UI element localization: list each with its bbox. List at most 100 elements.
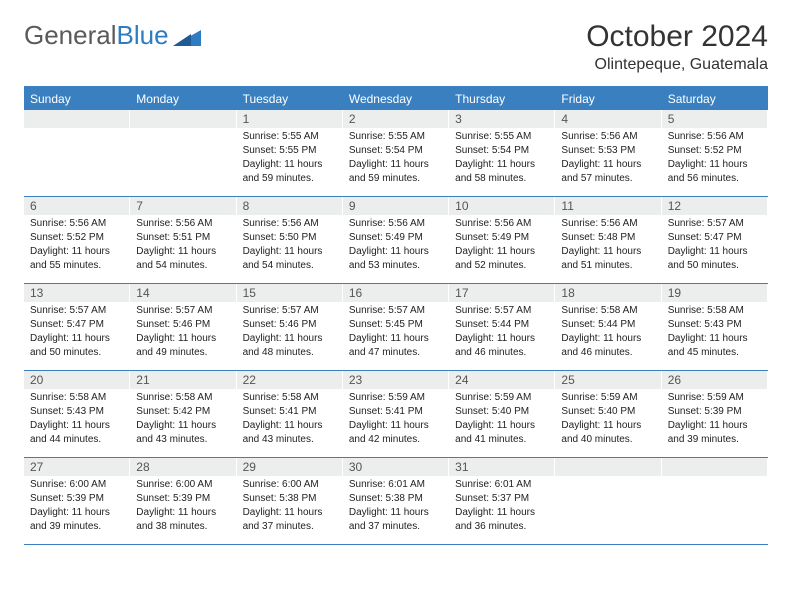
day-details: Sunrise: 5:56 AMSunset: 5:49 PMDaylight:…: [343, 215, 448, 277]
day-line-sunrise: Sunrise: 5:56 AM: [243, 217, 336, 230]
day-line-day1: Daylight: 11 hours: [30, 506, 123, 519]
day-details: Sunrise: 5:57 AMSunset: 5:45 PMDaylight:…: [343, 302, 448, 364]
day-details: Sunrise: 5:55 AMSunset: 5:54 PMDaylight:…: [449, 128, 554, 190]
location: Olintepeque, Guatemala: [586, 56, 768, 74]
day-details: Sunrise: 5:56 AMSunset: 5:52 PMDaylight:…: [662, 128, 767, 190]
day-line-sunset: Sunset: 5:44 PM: [561, 318, 654, 331]
day-details: Sunrise: 5:58 AMSunset: 5:41 PMDaylight:…: [237, 389, 342, 451]
day-line-day1: Daylight: 11 hours: [668, 158, 761, 171]
day-number: 16: [343, 284, 448, 302]
day-details: Sunrise: 6:01 AMSunset: 5:38 PMDaylight:…: [343, 476, 448, 538]
day-number: 23: [343, 371, 448, 389]
day-line-day1: Daylight: 11 hours: [30, 245, 123, 258]
day-details: Sunrise: 5:56 AMSunset: 5:52 PMDaylight:…: [24, 215, 129, 277]
day-line-sunrise: Sunrise: 6:00 AM: [243, 478, 336, 491]
day-number: [130, 110, 235, 128]
day-line-day1: Daylight: 11 hours: [136, 332, 229, 345]
weekday-header: Tuesday: [237, 88, 343, 110]
day-line-day2: and 46 minutes.: [561, 346, 654, 359]
calendar-day: 30Sunrise: 6:01 AMSunset: 5:38 PMDayligh…: [343, 458, 449, 544]
day-line-day1: Daylight: 11 hours: [668, 245, 761, 258]
day-line-sunrise: Sunrise: 5:57 AM: [30, 304, 123, 317]
calendar-week: 6Sunrise: 5:56 AMSunset: 5:52 PMDaylight…: [24, 197, 768, 284]
day-line-day2: and 52 minutes.: [455, 259, 548, 272]
day-details: Sunrise: 5:57 AMSunset: 5:46 PMDaylight:…: [130, 302, 235, 364]
day-line-sunrise: Sunrise: 5:57 AM: [668, 217, 761, 230]
day-line-sunset: Sunset: 5:38 PM: [243, 492, 336, 505]
day-number: [555, 458, 660, 476]
day-number: 3: [449, 110, 554, 128]
day-details: Sunrise: 5:57 AMSunset: 5:47 PMDaylight:…: [662, 215, 767, 277]
day-number: 31: [449, 458, 554, 476]
calendar-day: 4Sunrise: 5:56 AMSunset: 5:53 PMDaylight…: [555, 110, 661, 196]
day-line-sunrise: Sunrise: 6:01 AM: [349, 478, 442, 491]
day-line-day1: Daylight: 11 hours: [136, 245, 229, 258]
day-line-sunrise: Sunrise: 5:59 AM: [668, 391, 761, 404]
day-details: Sunrise: 5:55 AMSunset: 5:55 PMDaylight:…: [237, 128, 342, 190]
calendar-day: 29Sunrise: 6:00 AMSunset: 5:38 PMDayligh…: [237, 458, 343, 544]
day-line-day2: and 53 minutes.: [349, 259, 442, 272]
day-line-sunset: Sunset: 5:49 PM: [349, 231, 442, 244]
day-details: Sunrise: 5:56 AMSunset: 5:51 PMDaylight:…: [130, 215, 235, 277]
calendar-day: 5Sunrise: 5:56 AMSunset: 5:52 PMDaylight…: [662, 110, 768, 196]
calendar-day: 23Sunrise: 5:59 AMSunset: 5:41 PMDayligh…: [343, 371, 449, 457]
day-line-sunrise: Sunrise: 5:58 AM: [30, 391, 123, 404]
day-line-sunrise: Sunrise: 5:56 AM: [455, 217, 548, 230]
weekday-header: Friday: [555, 88, 661, 110]
day-line-sunrise: Sunrise: 5:56 AM: [561, 130, 654, 143]
day-line-day1: Daylight: 11 hours: [243, 506, 336, 519]
calendar-week: 20Sunrise: 5:58 AMSunset: 5:43 PMDayligh…: [24, 371, 768, 458]
calendar-day: 8Sunrise: 5:56 AMSunset: 5:50 PMDaylight…: [237, 197, 343, 283]
day-number: 24: [449, 371, 554, 389]
day-line-day2: and 50 minutes.: [30, 346, 123, 359]
calendar-body: 1Sunrise: 5:55 AMSunset: 5:55 PMDaylight…: [24, 110, 768, 545]
title-block: October 2024 Olintepeque, Guatemala: [586, 20, 768, 74]
day-line-sunset: Sunset: 5:43 PM: [30, 405, 123, 418]
day-number: 30: [343, 458, 448, 476]
day-line-sunset: Sunset: 5:38 PM: [349, 492, 442, 505]
day-line-sunset: Sunset: 5:54 PM: [349, 144, 442, 157]
day-line-day1: Daylight: 11 hours: [243, 419, 336, 432]
day-line-day2: and 39 minutes.: [668, 433, 761, 446]
day-line-sunset: Sunset: 5:49 PM: [455, 231, 548, 244]
day-details: Sunrise: 5:57 AMSunset: 5:44 PMDaylight:…: [449, 302, 554, 364]
day-number: 5: [662, 110, 767, 128]
day-line-sunset: Sunset: 5:47 PM: [30, 318, 123, 331]
day-line-sunset: Sunset: 5:44 PM: [455, 318, 548, 331]
day-details: Sunrise: 5:56 AMSunset: 5:49 PMDaylight:…: [449, 215, 554, 277]
calendar-day: 28Sunrise: 6:00 AMSunset: 5:39 PMDayligh…: [130, 458, 236, 544]
day-number: 18: [555, 284, 660, 302]
day-line-sunset: Sunset: 5:48 PM: [561, 231, 654, 244]
calendar-day: 31Sunrise: 6:01 AMSunset: 5:37 PMDayligh…: [449, 458, 555, 544]
day-line-day2: and 42 minutes.: [349, 433, 442, 446]
logo: GeneralBlue: [24, 20, 201, 51]
day-details: Sunrise: 5:56 AMSunset: 5:50 PMDaylight:…: [237, 215, 342, 277]
day-line-sunset: Sunset: 5:54 PM: [455, 144, 548, 157]
day-number: 11: [555, 197, 660, 215]
calendar-day: 1Sunrise: 5:55 AMSunset: 5:55 PMDaylight…: [237, 110, 343, 196]
day-line-sunrise: Sunrise: 5:59 AM: [349, 391, 442, 404]
day-line-sunrise: Sunrise: 5:55 AM: [349, 130, 442, 143]
calendar-day: 12Sunrise: 5:57 AMSunset: 5:47 PMDayligh…: [662, 197, 768, 283]
day-details: Sunrise: 6:01 AMSunset: 5:37 PMDaylight:…: [449, 476, 554, 538]
day-line-day1: Daylight: 11 hours: [349, 158, 442, 171]
day-line-day2: and 37 minutes.: [243, 520, 336, 533]
day-line-day2: and 54 minutes.: [136, 259, 229, 272]
logo-text-gray: General: [24, 20, 117, 51]
day-line-sunset: Sunset: 5:39 PM: [30, 492, 123, 505]
day-line-sunset: Sunset: 5:39 PM: [668, 405, 761, 418]
calendar-day: 25Sunrise: 5:59 AMSunset: 5:40 PMDayligh…: [555, 371, 661, 457]
day-line-day1: Daylight: 11 hours: [30, 332, 123, 345]
day-line-day1: Daylight: 11 hours: [349, 332, 442, 345]
day-number: 8: [237, 197, 342, 215]
calendar-day: 21Sunrise: 5:58 AMSunset: 5:42 PMDayligh…: [130, 371, 236, 457]
calendar-day: [24, 110, 130, 196]
day-line-day1: Daylight: 11 hours: [349, 506, 442, 519]
day-line-day2: and 41 minutes.: [455, 433, 548, 446]
day-number: 10: [449, 197, 554, 215]
day-line-day2: and 55 minutes.: [30, 259, 123, 272]
day-line-sunset: Sunset: 5:50 PM: [243, 231, 336, 244]
calendar: Sunday Monday Tuesday Wednesday Thursday…: [24, 86, 768, 545]
day-line-day1: Daylight: 11 hours: [561, 158, 654, 171]
day-details: Sunrise: 5:58 AMSunset: 5:44 PMDaylight:…: [555, 302, 660, 364]
